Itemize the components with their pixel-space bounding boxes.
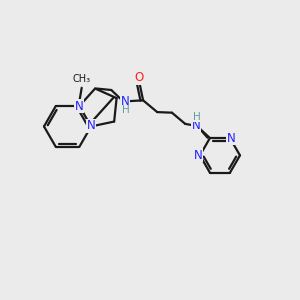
Text: H: H bbox=[122, 105, 130, 115]
Text: N: N bbox=[121, 95, 130, 108]
Text: N: N bbox=[227, 131, 236, 145]
Text: CH₃: CH₃ bbox=[73, 74, 91, 84]
Text: O: O bbox=[134, 71, 144, 84]
Text: N: N bbox=[194, 149, 203, 162]
Text: N: N bbox=[75, 100, 84, 112]
Text: N: N bbox=[192, 119, 201, 132]
Text: N: N bbox=[87, 119, 95, 132]
Text: H: H bbox=[193, 112, 201, 122]
